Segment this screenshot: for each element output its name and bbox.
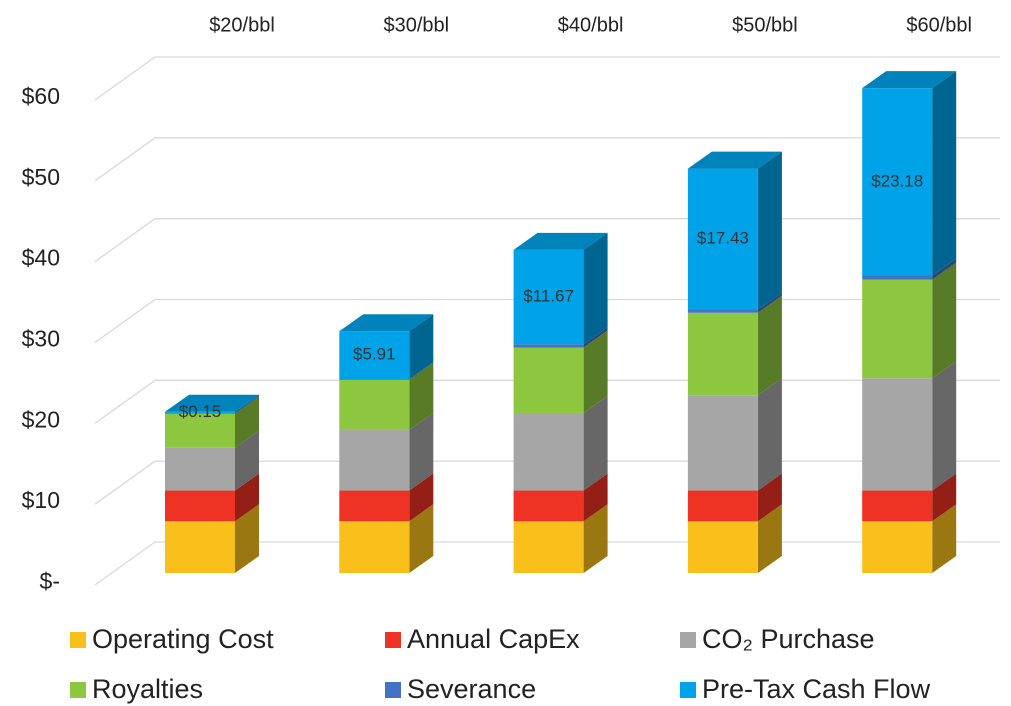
bar-segment [862, 88, 933, 276]
bar-segment [513, 347, 584, 413]
bar-side [235, 430, 259, 491]
legend-label: CO₂ Purchase [702, 624, 875, 654]
legend-swatch [385, 632, 401, 648]
y-tick-label: $60 [22, 83, 60, 109]
bar-side [932, 361, 957, 491]
x-category-label: $50/bbl [732, 14, 798, 36]
legend-swatch [680, 682, 696, 698]
legend-label: Operating Cost [92, 624, 274, 654]
bar-side [932, 262, 957, 379]
bar-segment [165, 521, 235, 573]
bar-segment [513, 344, 584, 348]
bar-segment [165, 412, 235, 414]
bar-segment [862, 521, 933, 573]
bar-segment [513, 490, 584, 522]
bar-segment [687, 490, 758, 522]
bar-side [409, 314, 434, 379]
bar-side [583, 395, 608, 491]
bar-side [932, 71, 957, 276]
bar-segment [513, 412, 584, 491]
bar-segment [862, 490, 933, 522]
bar-side [932, 473, 957, 522]
bar-side [583, 473, 608, 522]
bar-side [932, 258, 957, 280]
legend-swatch [70, 682, 86, 698]
y-tick-label: $50 [22, 164, 60, 190]
bar-segment [165, 447, 235, 491]
legend-label: Pre-Tax Cash Flow [702, 674, 931, 704]
y-tick-label: $40 [22, 245, 60, 271]
bar-side [235, 473, 259, 522]
x-category-label: $30/bbl [383, 14, 449, 36]
bar-segment [687, 309, 758, 313]
bar-side [757, 378, 782, 491]
x-category-label: $60/bbl [906, 14, 972, 36]
data-label: $11.67 [523, 287, 574, 306]
bar-top [862, 71, 957, 89]
legend-label: Royalties [92, 674, 203, 704]
bar-segment [339, 429, 410, 491]
legend-swatch [680, 632, 696, 648]
bar-side [757, 295, 782, 396]
bar-segment [339, 521, 410, 573]
bar-side [409, 473, 434, 522]
x-category-label: $20/bbl [209, 14, 275, 36]
bar-side [757, 473, 782, 522]
bar-side [235, 396, 259, 448]
y-tick-label: $30 [22, 326, 60, 352]
bar-side [583, 232, 608, 345]
bar-side [583, 327, 608, 348]
bar-segment [862, 279, 933, 379]
bar-side [409, 362, 434, 430]
bar-segment [339, 331, 410, 379]
data-label: $0.15 [179, 402, 222, 421]
bar-segment [165, 413, 235, 448]
x-category-label: $40/bbl [558, 14, 624, 36]
bar-side [757, 292, 782, 313]
bar-side [583, 504, 608, 573]
data-label: $23.18 [871, 171, 923, 190]
bar-side [235, 394, 259, 413]
bar-side [409, 412, 434, 491]
bar-segment [687, 312, 758, 396]
bar-segment [687, 168, 758, 310]
bar-segment [339, 379, 410, 380]
bar-segment [165, 411, 235, 413]
legend-swatch [70, 632, 86, 648]
data-label: $17.43 [697, 229, 749, 248]
bar-segment [513, 249, 584, 345]
bar-top [165, 394, 259, 412]
bar-segment [339, 379, 410, 430]
bar-side [757, 504, 782, 573]
bar-top [687, 151, 782, 169]
bar-side [409, 504, 434, 573]
bar-side [757, 151, 782, 310]
bar-side [235, 504, 259, 573]
bar-segment [165, 490, 235, 522]
bar-segment [339, 490, 410, 522]
grid-line [94, 137, 1000, 182]
bar-top [513, 232, 608, 250]
y-tick-label: $- [40, 568, 60, 594]
bar-side [409, 362, 434, 380]
bar-segment [687, 521, 758, 573]
bar-top [339, 314, 434, 332]
grid-line [94, 56, 1000, 101]
legend-swatch [385, 682, 401, 698]
legend-label: Annual CapEx [407, 624, 580, 654]
bar-segment [862, 378, 933, 491]
bar-side [235, 395, 259, 414]
y-tick-label: $20 [22, 406, 60, 432]
bar-segment [513, 521, 584, 573]
data-label: $5.91 [353, 345, 396, 364]
bar-side [932, 504, 957, 573]
y-tick-label: $10 [22, 487, 60, 513]
bar-side [583, 330, 608, 413]
bar-segment [687, 395, 758, 491]
bar-segment [862, 275, 933, 280]
legend-label: Severance [407, 674, 536, 704]
